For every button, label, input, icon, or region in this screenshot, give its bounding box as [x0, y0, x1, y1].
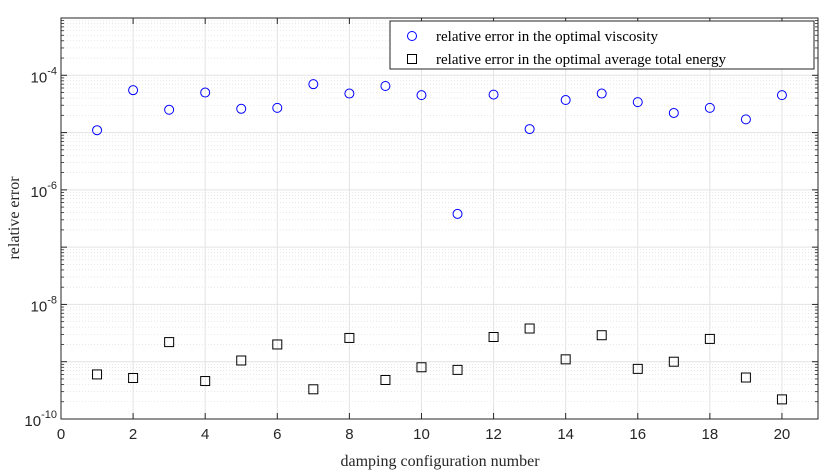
energy-error-point — [128, 372, 139, 383]
legend: relative error in the optimal viscosity … — [389, 20, 815, 70]
x-tick-label: 4 — [201, 426, 209, 443]
energy-error-point — [344, 332, 355, 343]
y-tick-label: 10-4 — [31, 65, 57, 86]
energy-error-point — [236, 355, 247, 366]
x-tick-label: 12 — [485, 426, 502, 443]
x-tick-label: 18 — [702, 426, 719, 443]
viscosity-error-point — [308, 79, 319, 90]
viscosity-error-point — [272, 102, 283, 113]
plot-background — [61, 18, 818, 419]
energy-error-point — [488, 332, 499, 343]
viscosity-error-point — [452, 208, 463, 219]
viscosity-error-point — [632, 97, 643, 108]
energy-error-point — [668, 356, 679, 367]
x-tick-label: 6 — [273, 426, 281, 443]
legend-box — [389, 20, 815, 70]
x-tick-label: 0 — [57, 426, 65, 443]
energy-error-point — [596, 330, 607, 341]
viscosity-error-point — [704, 102, 715, 113]
energy-error-point — [200, 376, 211, 387]
viscosity-error-point — [236, 103, 247, 114]
legend-label-energy: relative error in the optimal average to… — [436, 52, 727, 68]
energy-error-point — [704, 333, 715, 344]
viscosity-error-point — [128, 85, 139, 96]
energy-error-point — [164, 337, 175, 348]
x-tick-label: 14 — [557, 426, 574, 443]
energy-error-point — [308, 384, 319, 395]
viscosity-error-point — [200, 87, 211, 98]
legend-marker-viscosity — [407, 31, 417, 41]
legend-marker-energy — [407, 54, 417, 64]
plot-frame — [60, 17, 819, 420]
x-tick-label: 8 — [345, 426, 353, 443]
minor-gridlines — [61, 20, 818, 403]
viscosity-error-point — [92, 125, 103, 136]
energy-error-point — [272, 339, 283, 350]
legend-label-viscosity: relative error in the optimal viscosity — [436, 29, 659, 45]
viscosity-error-point — [776, 90, 787, 101]
energy-error-point — [416, 362, 427, 373]
viscosity-error-point — [596, 88, 607, 99]
x-tick-label: 2 — [129, 426, 137, 443]
y-tick-labels: 10-10 10-8 10-6 10-4 — [24, 65, 57, 430]
axis-ticks — [60, 17, 818, 420]
viscosity-error-point — [380, 81, 391, 92]
viscosity-error-point — [524, 124, 535, 135]
viscosity-error-point — [560, 95, 571, 106]
viscosity-error-point — [740, 114, 751, 125]
viscosity-error-point — [344, 88, 355, 99]
x-tick-label: 10 — [413, 426, 430, 443]
y-tick-label: 10-8 — [31, 294, 57, 315]
data-markers — [92, 79, 787, 405]
viscosity-error-point — [668, 107, 679, 118]
viscosity-error-point — [488, 89, 499, 100]
energy-error-point — [776, 394, 787, 405]
x-axis-label: damping configuration number — [340, 453, 540, 470]
x-tick-label: 16 — [629, 426, 646, 443]
x-tick-labels: 0 2 4 6 8 10 12 14 16 18 20 — [57, 426, 790, 443]
energy-error-point — [92, 369, 103, 380]
y-tick-label: 10-10 — [24, 409, 57, 430]
y-axis-label: relative error — [6, 176, 23, 260]
y-tick-label: 10-6 — [31, 180, 57, 201]
viscosity-error-point — [416, 90, 427, 101]
energy-error-point — [524, 323, 535, 334]
energy-error-point — [380, 374, 391, 385]
energy-error-point — [452, 364, 463, 375]
major-gridlines — [60, 17, 818, 420]
x-tick-label: 20 — [774, 426, 791, 443]
energy-error-point — [740, 372, 751, 383]
energy-error-point — [632, 363, 643, 374]
viscosity-error-point — [164, 104, 175, 115]
energy-error-point — [560, 354, 571, 365]
